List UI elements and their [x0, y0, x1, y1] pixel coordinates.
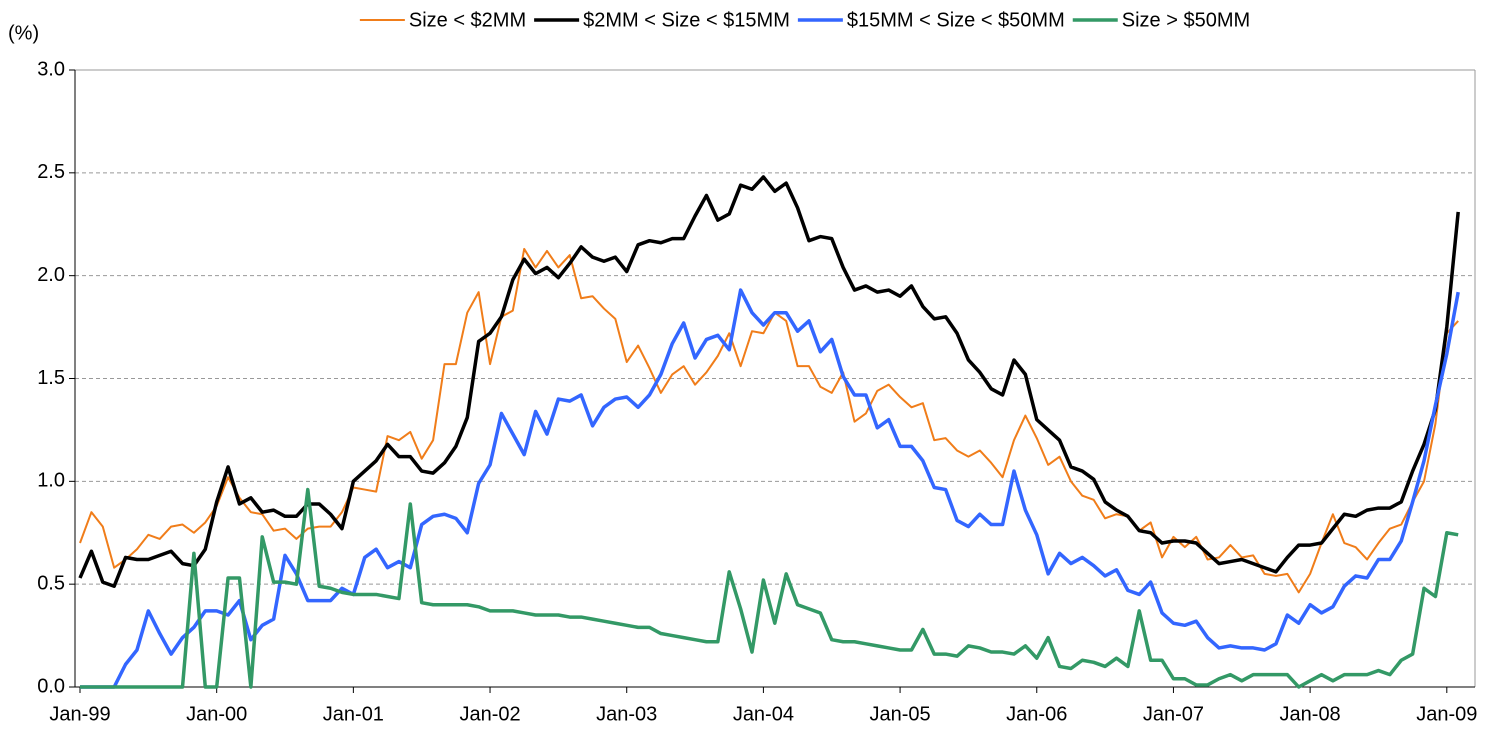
x-tick-label: Jan-08	[1280, 703, 1341, 725]
x-tick-label: Jan-99	[49, 703, 110, 725]
y-tick-label: 2.0	[37, 264, 65, 286]
y-tick-label: 2.5	[37, 161, 65, 183]
legend-label: $2MM < Size < $15MM	[583, 9, 790, 31]
x-tick-label: Jan-00	[186, 703, 247, 725]
y-tick-label: 1.5	[37, 367, 65, 389]
y-tick-label: 0.5	[37, 572, 65, 594]
series-line	[80, 487, 1459, 689]
x-tick-label: Jan-02	[459, 703, 520, 725]
legend-label: $15MM < Size < $50MM	[847, 9, 1065, 31]
x-tick-label: Jan-04	[733, 703, 794, 725]
series-line	[78, 175, 1460, 588]
y-axis-label: (%)	[8, 22, 39, 44]
x-tick-label: Jan-09	[1416, 703, 1477, 725]
series-line	[80, 288, 1460, 689]
series-line	[79, 247, 1459, 594]
y-tick-label: 1.0	[37, 470, 65, 492]
x-tick-label: Jan-07	[1143, 703, 1204, 725]
y-tick-label: 0.0	[37, 675, 65, 697]
legend-label: Size < $2MM	[409, 9, 526, 31]
y-tick-label: 3.0	[37, 58, 65, 80]
x-tick-label: Jan-01	[323, 703, 384, 725]
legend-label: Size > $50MM	[1122, 9, 1250, 31]
x-tick-label: Jan-03	[596, 703, 657, 725]
x-tick-label: Jan-06	[1006, 703, 1067, 725]
x-tick-label: Jan-05	[870, 703, 931, 725]
